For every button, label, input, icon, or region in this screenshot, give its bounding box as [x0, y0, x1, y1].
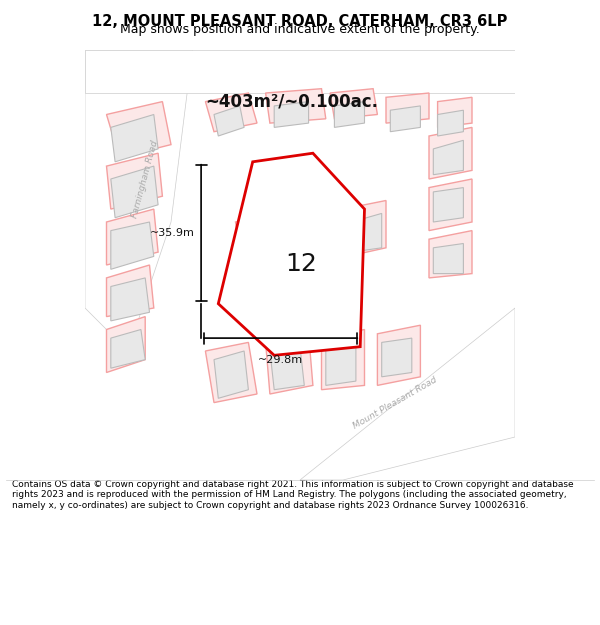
Polygon shape — [433, 188, 463, 222]
Polygon shape — [296, 222, 326, 256]
Polygon shape — [111, 278, 149, 321]
Polygon shape — [343, 201, 386, 256]
Polygon shape — [437, 110, 463, 136]
Polygon shape — [334, 102, 365, 127]
Polygon shape — [429, 179, 472, 231]
Text: Mount Pleasant Road: Mount Pleasant Road — [351, 375, 438, 431]
Polygon shape — [322, 329, 365, 390]
Polygon shape — [377, 325, 421, 386]
Text: 12: 12 — [286, 252, 317, 276]
Polygon shape — [270, 347, 304, 390]
Polygon shape — [85, 50, 193, 351]
Text: ~403m²/~0.100ac.: ~403m²/~0.100ac. — [205, 92, 378, 111]
Polygon shape — [214, 106, 244, 136]
Polygon shape — [274, 102, 308, 127]
Polygon shape — [300, 308, 515, 480]
Polygon shape — [214, 351, 248, 398]
Polygon shape — [352, 213, 382, 252]
Polygon shape — [437, 98, 472, 128]
Polygon shape — [429, 231, 472, 278]
Polygon shape — [386, 93, 429, 123]
Polygon shape — [433, 140, 463, 175]
Polygon shape — [240, 226, 274, 269]
Text: ~35.9m: ~35.9m — [150, 228, 194, 238]
Text: 12, MOUNT PLEASANT ROAD, CATERHAM, CR3 6LP: 12, MOUNT PLEASANT ROAD, CATERHAM, CR3 6… — [92, 14, 508, 29]
Polygon shape — [326, 342, 356, 386]
Polygon shape — [111, 329, 145, 368]
Polygon shape — [111, 114, 158, 162]
Polygon shape — [218, 153, 365, 355]
Polygon shape — [330, 89, 377, 119]
Polygon shape — [390, 106, 421, 132]
Polygon shape — [85, 50, 515, 93]
Text: Map shows position and indicative extent of the property.: Map shows position and indicative extent… — [120, 23, 480, 36]
Text: Contains OS data © Crown copyright and database right 2021. This information is : Contains OS data © Crown copyright and d… — [12, 480, 574, 510]
Polygon shape — [205, 342, 257, 402]
Polygon shape — [111, 166, 158, 217]
Text: Farningham Road: Farningham Road — [131, 139, 160, 219]
Polygon shape — [106, 102, 171, 158]
Polygon shape — [433, 244, 463, 274]
Polygon shape — [111, 222, 154, 269]
Polygon shape — [266, 89, 326, 123]
Polygon shape — [382, 338, 412, 377]
Polygon shape — [292, 205, 334, 265]
Polygon shape — [235, 213, 283, 274]
Polygon shape — [205, 93, 257, 132]
Polygon shape — [266, 334, 313, 394]
Text: ~29.8m: ~29.8m — [258, 355, 303, 365]
Polygon shape — [429, 127, 472, 179]
Polygon shape — [106, 209, 158, 265]
Polygon shape — [106, 153, 163, 209]
Polygon shape — [106, 317, 145, 372]
Polygon shape — [106, 265, 154, 317]
